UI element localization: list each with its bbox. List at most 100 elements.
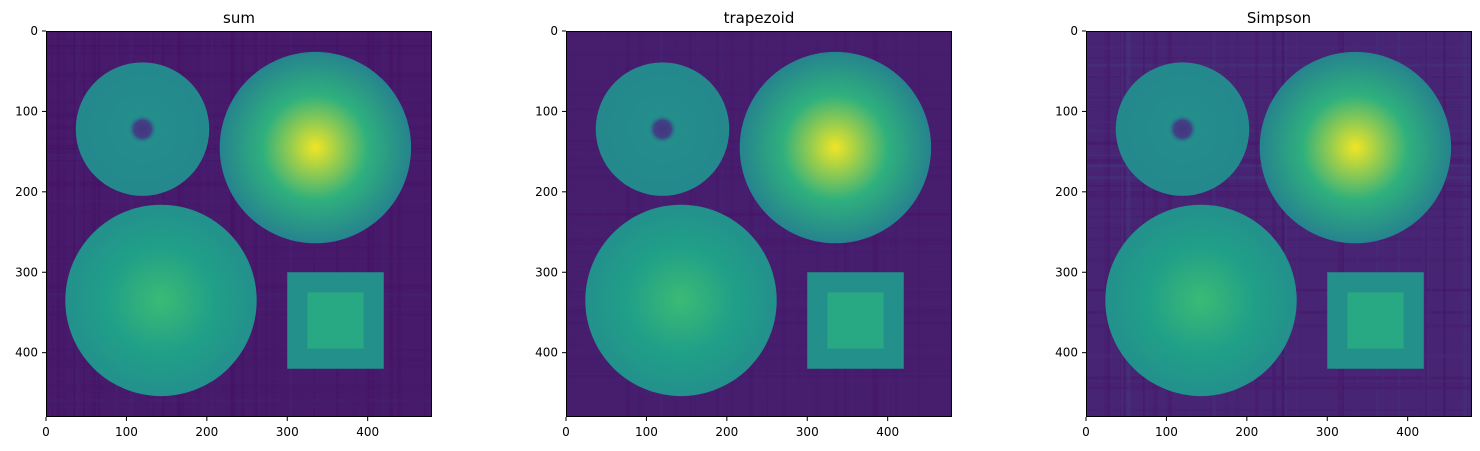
phantom-dot [648, 114, 677, 144]
streak-artifact [1086, 409, 1472, 411]
streak-artifact [1429, 31, 1432, 417]
streak-artifact [1086, 56, 1472, 59]
streak-artifact [1441, 31, 1443, 417]
streak-artifact [46, 74, 432, 77]
streak-artifact [46, 52, 432, 55]
streak-artifact [61, 31, 66, 417]
streak-artifact [1086, 207, 1472, 211]
streak-artifact [1290, 31, 1292, 417]
streak-artifact [566, 54, 952, 56]
streak-artifact [233, 31, 236, 417]
streak-artifact [566, 230, 952, 233]
streak-artifact [566, 63, 952, 67]
streak-artifact [46, 398, 432, 403]
x-tick-label: 200 [195, 425, 218, 439]
streak-artifact [899, 31, 903, 417]
streak-artifact [1086, 376, 1472, 380]
streak-artifact [73, 31, 76, 417]
streak-artifact [566, 37, 952, 42]
streak-artifact [566, 83, 952, 87]
y-tick-label: 300 [535, 265, 558, 279]
streak-artifact [1086, 226, 1472, 229]
streak-artifact [371, 31, 375, 417]
y-tick-label: 200 [1055, 185, 1078, 199]
panel-title: Simpson [1247, 9, 1311, 27]
heatmap-image [46, 31, 432, 417]
streak-artifact [602, 31, 606, 417]
streak-artifact [762, 31, 764, 417]
streak-artifact [46, 405, 432, 409]
axes-frame [1086, 31, 1472, 417]
heatmap-image [1086, 31, 1472, 417]
y-tick-label: 0 [30, 24, 38, 38]
streak-artifact [750, 31, 754, 417]
streak-artifact [566, 356, 952, 360]
phantom-disk [1259, 51, 1452, 244]
x-tick-label: 0 [562, 425, 570, 439]
streak-artifact [1086, 77, 1472, 80]
axes-frame [46, 31, 432, 417]
streak-artifact [1283, 31, 1287, 417]
streak-artifact [381, 31, 385, 417]
streak-artifact [46, 368, 432, 371]
streak-artifact [1104, 31, 1107, 417]
streak-artifact [1422, 31, 1426, 417]
phantom-disk [585, 204, 777, 397]
streak-artifact [46, 31, 432, 34]
y-tick-label: 200 [535, 185, 558, 199]
streak-artifact [46, 364, 432, 369]
streak-artifact [51, 31, 54, 417]
streak-artifact [1425, 31, 1428, 417]
streak-artifact [90, 31, 95, 417]
streak-artifact [46, 46, 432, 51]
streak-artifact [566, 241, 952, 245]
x-tick-label: 300 [1316, 425, 1339, 439]
streak-artifact [566, 212, 952, 216]
panel-1: sum 0 100 200 300 400 0 100 200 300 400 [15, 9, 432, 439]
panel-2: trapezoid 0 100 200 300 400 0 100 200 300 400 [535, 9, 952, 439]
streak-artifact [241, 31, 244, 417]
streak-artifact [1426, 31, 1429, 417]
streak-artifact [1468, 31, 1470, 417]
axes-frame [566, 31, 952, 417]
streak-artifact [424, 31, 427, 417]
streak-artifact [46, 31, 49, 417]
x-tick-label: 100 [1155, 425, 1178, 439]
streak-artifact [1098, 31, 1103, 417]
heatmap-image [566, 31, 952, 417]
streak-artifact [614, 31, 618, 417]
streak-artifact [566, 390, 952, 394]
streak-artifact [1086, 399, 1472, 402]
streak-artifact [898, 31, 902, 417]
streak-artifact [584, 31, 589, 417]
x-tick-label: 400 [356, 425, 379, 439]
streak-artifact [1086, 386, 1472, 390]
streak-artifact [566, 212, 952, 217]
streak-artifact [1086, 216, 1472, 218]
streak-artifact [74, 31, 79, 417]
streak-artifact [1468, 31, 1471, 417]
streak-artifact [744, 31, 748, 417]
streak-artifact [46, 408, 432, 410]
phantom-square-inner [1347, 292, 1404, 349]
streak-artifact [901, 31, 905, 417]
streak-artifact [1086, 386, 1472, 391]
streak-artifact [46, 38, 432, 40]
streak-artifact [46, 40, 432, 45]
streak-artifact [46, 369, 432, 371]
streak-artifact [83, 31, 86, 417]
streak-artifact [1281, 31, 1284, 417]
streak-artifact [230, 31, 235, 417]
x-tick-label: 200 [715, 425, 738, 439]
streak-artifact [46, 384, 432, 389]
streak-artifact [738, 31, 740, 417]
streak-artifact [97, 31, 101, 417]
streak-artifact [1086, 46, 1472, 49]
streak-artifact [566, 379, 952, 382]
panel-title: sum [223, 9, 255, 27]
x-tick-label: 300 [276, 425, 299, 439]
streak-artifact [46, 388, 432, 393]
streak-artifact [46, 76, 432, 79]
streak-artifact [1428, 31, 1431, 417]
